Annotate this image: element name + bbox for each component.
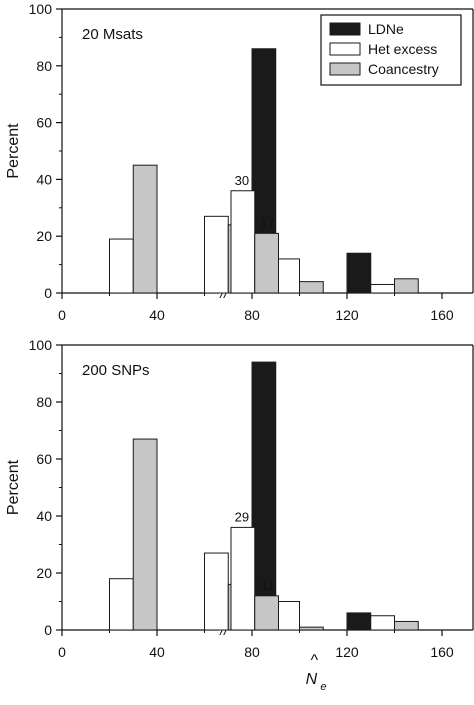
x-tick-label: 40 (149, 644, 165, 660)
bar-ldne (346, 252, 372, 294)
x-axis-title-hat: ^ (311, 652, 319, 669)
y-tick-label: 40 (36, 171, 52, 187)
x-tick-label: 120 (335, 644, 359, 660)
y-tick-label: 100 (29, 337, 53, 353)
bar-het-excess (109, 578, 134, 631)
legend-swatch-het-excess (329, 42, 361, 56)
bar-coancestry (299, 281, 324, 294)
x-tick-label: 80 (244, 644, 260, 660)
overflow-label-coancestry: 17 (260, 215, 274, 230)
bar-coancestry (132, 438, 158, 631)
panel-label: 200 SNPs (82, 362, 150, 379)
bar-coancestry (299, 626, 324, 631)
overflow-label-het-excess: 29 (235, 509, 249, 524)
overflow-bar-coancestry (254, 595, 279, 631)
legend-label-het-excess: Het excess (368, 41, 437, 57)
x-tick-label: 80 (244, 307, 260, 323)
bar-coancestry (394, 278, 419, 294)
y-axis-title: Percent (5, 123, 22, 179)
bar-het-excess (275, 601, 300, 631)
bar-het-excess (109, 238, 134, 294)
y-axis-title: Percent (5, 459, 22, 515)
legend-label-coancestry: Coancestry (368, 61, 439, 77)
y-tick-label: 0 (44, 285, 52, 301)
bar-het-excess (204, 552, 229, 631)
y-tick-label: 20 (36, 228, 52, 244)
x-tick-label: 160 (430, 644, 454, 660)
x-tick-label: 120 (335, 307, 359, 323)
panel-label: 20 Msats (82, 26, 143, 43)
bar-het-excess (275, 258, 300, 294)
x-axis-title: ^ N e (306, 652, 327, 693)
x-tick-label: 160 (430, 307, 454, 323)
y-tick-label: 40 (36, 508, 52, 524)
overflow-bar-coancestry (254, 232, 279, 294)
bar-coancestry (394, 620, 419, 631)
legend-swatch-ldne (329, 22, 361, 36)
overflow-label-het-excess: 30 (235, 173, 249, 188)
x-tick-label: 0 (58, 307, 66, 323)
y-tick-label: 60 (36, 451, 52, 467)
bar-het-excess (370, 283, 395, 294)
x-tick-label: 0 (58, 644, 66, 660)
bar-het-excess (204, 215, 229, 294)
bar-het-excess (370, 615, 395, 631)
legend: LDNe Het excess Coancestry (320, 14, 462, 86)
legend-swatch-coancestry (329, 62, 361, 76)
overflow-bar-het-excess (230, 190, 256, 294)
bar-coancestry (132, 164, 158, 294)
legend-label-ldne: LDNe (368, 21, 404, 37)
overflow-label-coancestry: 11 (261, 578, 275, 593)
x-axis-title-subscript: e (320, 681, 326, 693)
chart-panel-1: //02040608010004080120160200Percent20 Ms… (5, 1, 474, 323)
x-axis-title-base: N (306, 671, 318, 688)
overflow-bar-het-excess (230, 526, 256, 631)
x-tick-label: 40 (149, 307, 165, 323)
y-tick-label: 20 (36, 565, 52, 581)
y-tick-label: 100 (29, 1, 53, 17)
chart-panel-2: //02040608010004080120160200Percent200 S… (5, 337, 474, 660)
y-tick-label: 60 (36, 115, 52, 131)
y-tick-label: 80 (36, 394, 52, 410)
y-tick-label: 80 (36, 58, 52, 74)
y-tick-label: 0 (44, 622, 52, 638)
bar-ldne (346, 612, 372, 631)
